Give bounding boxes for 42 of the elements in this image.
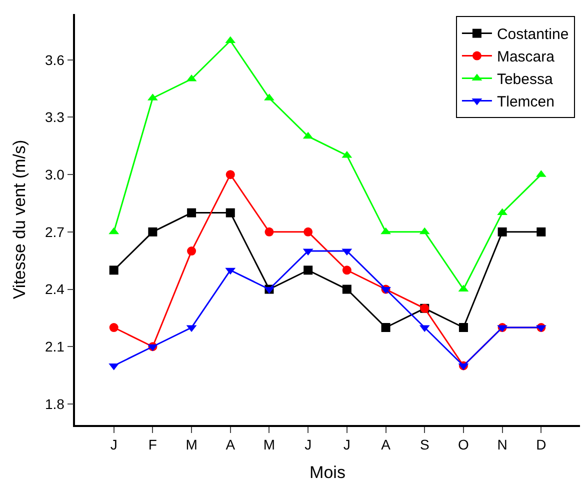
y-tick-label: 2.1: [44, 338, 65, 355]
point: [226, 170, 235, 180]
x-tick-label: O: [458, 436, 470, 453]
point: [458, 323, 468, 332]
point: [381, 323, 390, 332]
point: [342, 266, 352, 275]
x-tick-label: A: [381, 436, 392, 453]
x-tick-label: D: [536, 436, 546, 453]
legend-label: Costantine: [496, 26, 569, 44]
y-axis-title: Vitesse du vent (m/s): [10, 140, 30, 300]
y-tick-label: 3.3: [44, 109, 65, 126]
x-tick-label: J: [110, 436, 118, 453]
x-tick-label: F: [148, 436, 157, 453]
x-tick-label: A: [226, 436, 236, 453]
y-tick-label: 1.8: [44, 396, 65, 412]
x-tick-label: M: [263, 436, 276, 453]
point: [498, 227, 507, 236]
x-tick-label: J: [304, 436, 312, 453]
point: [109, 266, 118, 275]
y-tick-label: 3.6: [44, 52, 65, 68]
x-axis-title: Mois: [310, 463, 346, 482]
point: [264, 227, 274, 236]
legend-label: Tlemcen: [496, 94, 554, 111]
point: [148, 227, 158, 236]
x-tick-label: S: [420, 436, 430, 453]
point: [226, 208, 235, 218]
legend-label: Tebessa: [496, 71, 554, 88]
point: [536, 227, 546, 236]
x-tick-label: N: [497, 436, 508, 453]
legend-label: Mascara: [496, 48, 556, 66]
x-tick-label: M: [186, 436, 198, 453]
point: [304, 227, 313, 236]
x-tick-label: J: [343, 436, 350, 453]
point: [109, 323, 118, 332]
point: [304, 266, 313, 275]
point: [187, 246, 196, 256]
y-tick-label: 3.0: [44, 166, 65, 182]
point: [342, 284, 352, 294]
point: [187, 208, 196, 218]
y-tick-label: 2.7: [44, 224, 65, 240]
y-tick-label: 2.4: [44, 281, 65, 298]
point: [380, 227, 391, 234]
